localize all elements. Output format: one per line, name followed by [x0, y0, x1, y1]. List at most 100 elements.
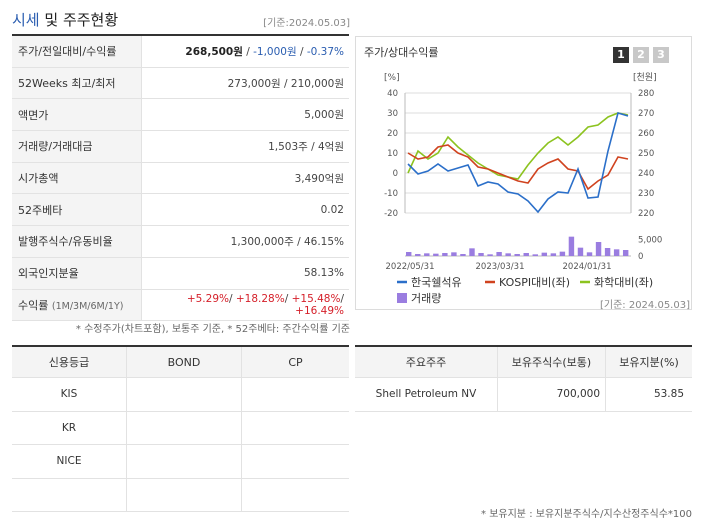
x-tick-label: 2022/05/31: [386, 262, 435, 272]
volume-bar: [586, 252, 593, 256]
table-row: 발행주식수/유동비율 1,300,000주 / 46.15%: [12, 225, 349, 258]
returns-period: (1M/3M/6M/1Y): [51, 300, 124, 312]
left-tick-label: -20: [384, 209, 398, 219]
row-label: 52Weeks 최고/최저: [12, 67, 142, 100]
volume-bar: [469, 248, 475, 256]
right-tick-label: 260: [638, 129, 654, 139]
chem-relative-line: [407, 112, 629, 180]
price-change-rate: -0.37%: [306, 45, 344, 58]
legend-label: 한국쉘석유: [411, 276, 462, 289]
kospi-relative-line: [407, 144, 629, 191]
agency-cell: KIS: [12, 377, 127, 412]
column-header: 보유지분(%): [605, 347, 692, 378]
table-row: KIS: [12, 377, 349, 412]
bond-cell: [126, 411, 242, 445]
table-header-row: 주요주주 보유주식수(보통) 보유지분(%): [355, 347, 692, 378]
return-6m: +15.48%: [291, 292, 341, 305]
shareholder-shares: 700,000: [497, 377, 606, 412]
table-row: 액면가 5,000원: [12, 98, 349, 132]
left-tick-label: 30: [387, 109, 398, 119]
table-header-row: 신용등급 BOND CP: [12, 347, 349, 378]
legend-label: 화학대비(좌): [594, 276, 653, 289]
volume-bar: [496, 252, 502, 256]
row-label: 거래량/거래대금: [12, 130, 142, 163]
volume-bar: [568, 236, 575, 256]
row-label: 수익률 (1M/3M/6M/1Y): [12, 289, 142, 322]
table-row: 주가/전일대비/수익률 268,500원 / -1,000원 / -0.37%: [12, 36, 349, 68]
chart-panel: [355, 36, 692, 310]
row-label: 시가총액: [12, 162, 142, 195]
chart-page-3-button[interactable]: 3: [653, 47, 669, 63]
volume-bar: [523, 253, 529, 256]
current-price: 268,500원: [185, 45, 243, 58]
title-rest: 및 주주현황: [39, 11, 119, 29]
table-row: NICE: [12, 444, 349, 479]
return-3m: +18.28%: [235, 292, 285, 305]
volume-tick-label: 0: [638, 252, 643, 262]
row-label: 발행주식수/유동비율: [12, 225, 142, 258]
table-row: 52Weeks 최고/최저 273,000원 / 210,000원: [12, 67, 349, 100]
column-header: 주요주주: [355, 347, 498, 378]
row-value: 3,490억원: [141, 162, 349, 195]
chart-grid: [404, 92, 632, 257]
right-tick-label: 280: [638, 89, 654, 99]
price-value: 268,500원 / -1,000원 / -0.37%: [141, 36, 349, 68]
table-row: 수익률 (1M/3M/6M/1Y) +5.29%/ +18.28%/ +15.4…: [12, 289, 349, 322]
legend-label: KOSPI대비(좌): [499, 276, 570, 289]
shareholder-divider: [355, 345, 692, 347]
x-tick-label: 2024/01/31: [563, 262, 612, 272]
legend-label: 거래량: [411, 292, 441, 305]
volume-bar: [406, 252, 412, 256]
volume-bar: [559, 251, 566, 256]
stock-info-footnote: * 수정주가(차트포함), 보통주 기준, * 52주베타: 주간수익률 기준: [75, 324, 350, 335]
volume-tick-label: 5,000: [638, 235, 662, 245]
table-row: 거래량/거래대금 1,503주 / 4억원: [12, 130, 349, 163]
credit-divider: [12, 345, 349, 347]
title-main: 시세: [12, 11, 40, 29]
volume-bar: [595, 242, 602, 256]
shareholder-ratio: 53.85: [605, 377, 692, 412]
volume-bar: [514, 254, 520, 256]
agency-cell: KR: [12, 411, 127, 445]
cp-cell: [241, 478, 349, 512]
volume-bar: [613, 249, 620, 256]
shareholders-table: 주요주주 보유주식수(보통) 보유지분(%) Shell Petroleum N…: [355, 347, 692, 412]
volume-bar: [604, 248, 611, 256]
table-row: 외국인지분율 58.13%: [12, 257, 349, 290]
return-1y: +16.49%: [295, 304, 344, 317]
volume-bar: [550, 253, 557, 256]
right-tick-label: 250: [638, 149, 654, 159]
cp-cell: [241, 411, 349, 445]
volume-bar: [415, 254, 421, 256]
column-header: 보유주식수(보통): [497, 347, 606, 378]
right-tick-label: 240: [638, 169, 654, 179]
price-chart: [%] [천원] 40 30 20 10 0 -10 -20 280 270 260 250 240…: [384, 72, 662, 305]
price-change: -1,000원: [253, 45, 297, 58]
base-date: [기준:2024.05.03]: [263, 18, 350, 29]
section-title: 시세 및 주주현황: [12, 9, 118, 30]
volume-bar: [532, 254, 538, 256]
right-tick-label: 230: [638, 189, 654, 199]
volume-bar: [622, 250, 629, 256]
shareholder-name: Shell Petroleum NV: [355, 377, 498, 412]
chart-page-1-button[interactable]: 1: [613, 47, 629, 63]
table-row: KR: [12, 411, 349, 445]
returns-label: 수익률: [18, 298, 49, 312]
cp-cell: [241, 444, 349, 479]
table-row: Shell Petroleum NV 700,000 53.85: [355, 377, 692, 412]
bond-cell: [126, 444, 242, 479]
row-label: 52주베타: [12, 193, 142, 227]
return-1m: +5.29%: [186, 292, 229, 305]
chart-title: 주가/상대수익률: [364, 46, 439, 59]
volume-bar: [487, 254, 493, 256]
credit-rating-table: 신용등급 BOND CP KIS KR NICE: [12, 347, 349, 512]
volume-bar: [541, 252, 548, 256]
row-value: 1,300,000주 / 46.15%: [141, 225, 349, 258]
legend-swatch: [397, 293, 407, 303]
shareholder-footnote: * 보유지분 : 보유지분주식수/지수산정주식수*100: [481, 509, 692, 520]
volume-bar: [433, 253, 439, 256]
row-label: 외국인지분율: [12, 257, 142, 290]
right-tick-label: 270: [638, 109, 654, 119]
chart-page-2-button[interactable]: 2: [633, 47, 649, 63]
left-axis-unit: [%]: [384, 73, 400, 83]
